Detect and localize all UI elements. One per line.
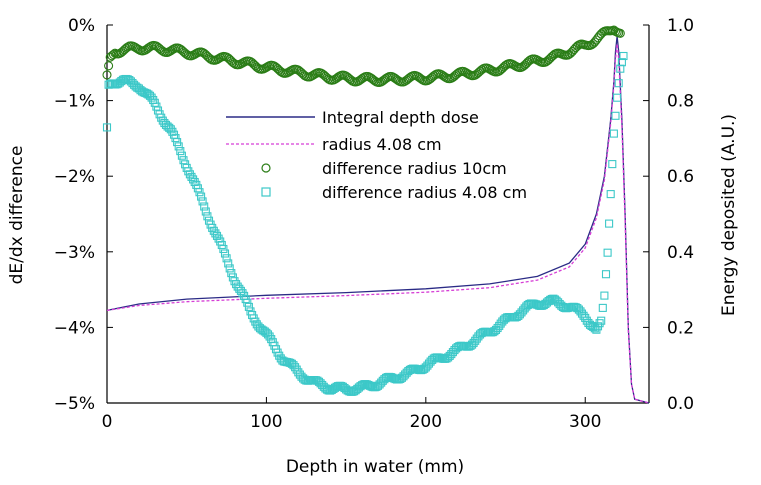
marker-difference-radius-4-08-cm <box>198 197 207 206</box>
marker-difference-radius-4-08-cm <box>201 207 210 216</box>
marker-difference-radius-4-08-cm <box>197 192 206 201</box>
marker-difference-radius-4-08-cm <box>595 319 604 328</box>
marker-difference-radius-4-08-cm <box>603 248 612 257</box>
legend-marker-difference-radius-10 <box>261 163 271 173</box>
marker-difference-radius-10cm <box>587 40 597 50</box>
marker-difference-radius-4-08-cm <box>598 303 607 312</box>
y-right-tick-label: 0.4 <box>667 243 694 263</box>
marker-difference-radius-4-08-cm <box>200 202 209 211</box>
marker-difference-radius-4-08-cm <box>608 160 617 169</box>
y-axis-left-label: dE/dx difference <box>7 146 27 285</box>
y-right-tick-label: 1.0 <box>667 16 694 36</box>
marker-difference-radius-4-08-cm <box>222 254 231 263</box>
marker-difference-radius-4-08-cm <box>219 244 228 254</box>
marker-difference-radius-4-08-cm <box>174 142 183 151</box>
series-layer <box>102 25 650 404</box>
y-left-tick-label: −4% <box>54 318 95 338</box>
marker-difference-radius-4-08-cm <box>220 249 230 258</box>
marker-difference-radius-4-08-cm <box>617 58 626 67</box>
plot-axes <box>106 24 650 404</box>
legend-label-difference-radius-4-08: difference radius 4.08 cm <box>322 183 527 202</box>
marker-difference-radius-4-08-cm <box>605 219 614 228</box>
marker-difference-radius-10cm <box>544 55 554 65</box>
x-tick-label: 0 <box>102 412 113 432</box>
marker-difference-radius-4-08-cm <box>614 79 623 88</box>
marker-difference-radius-10cm <box>330 74 340 84</box>
marker-difference-radius-4-08-cm <box>173 138 182 147</box>
marker-difference-radius-4-08-cm <box>225 264 234 273</box>
series-line-integral-depth-dose <box>106 36 650 404</box>
legend-marker-difference-radius-4-08 <box>261 187 271 197</box>
marker-difference-radius-10cm <box>223 53 233 63</box>
marker-difference-radius-10cm <box>520 60 530 70</box>
marker-difference-radius-4-08-cm <box>176 147 185 156</box>
marker-difference-radius-10cm <box>199 48 209 58</box>
legend: Integral depth dose radius 4.08 cm diffe… <box>226 108 527 202</box>
marker-difference-radius-4-08-cm <box>601 270 611 279</box>
marker-difference-radius-4-08-cm <box>613 93 622 102</box>
series-line-radius-4-08-cm <box>106 43 650 404</box>
marker-difference-radius-10cm <box>542 56 552 66</box>
marker-difference-radius-10cm <box>496 65 506 75</box>
tick-label-layer: 0 100 200 300 0% −1% −2% −3% −4% −5% 1.0 0.8 0.6 0.4 0… <box>54 16 694 432</box>
series-markers-difference-radius-4-08-cm <box>102 51 628 396</box>
legend-label-difference-radius-10: difference radius 10cm <box>322 159 507 178</box>
y-axis-right-label: Energy deposited (A.U.) <box>719 114 739 316</box>
marker-difference-radius-4-08-cm <box>179 156 188 165</box>
marker-difference-radius-10cm <box>102 70 112 80</box>
marker-difference-radius-4-08-cm <box>609 129 618 138</box>
legend-label-integral-depth-dose: Integral depth dose <box>322 108 479 127</box>
marker-difference-radius-4-08-cm <box>597 316 606 325</box>
marker-difference-radius-10cm <box>104 61 114 71</box>
marker-difference-radius-4-08-cm <box>227 269 236 278</box>
y-right-tick-label: 0.6 <box>667 167 694 187</box>
marker-difference-radius-4-08-cm <box>102 123 112 132</box>
y-left-tick-label: 0% <box>68 16 95 36</box>
marker-difference-radius-10cm <box>564 49 574 59</box>
marker-difference-radius-10cm <box>413 71 423 82</box>
marker-difference-radius-4-08-cm <box>243 298 252 307</box>
marker-difference-radius-10cm <box>140 45 150 55</box>
marker-difference-radius-4-08-cm <box>611 111 620 120</box>
legend-label-radius-4-08: radius 4.08 cm <box>322 135 442 154</box>
y-right-tick-label: 0.8 <box>667 92 694 112</box>
marker-difference-radius-4-08-cm <box>619 51 628 61</box>
marker-difference-radius-4-08-cm <box>224 259 233 268</box>
marker-difference-radius-10cm <box>615 28 625 38</box>
marker-difference-radius-4-08-cm <box>195 188 204 197</box>
y-left-tick-label: −2% <box>54 167 95 187</box>
series-markers-difference-radius-10cm <box>102 25 625 87</box>
marker-difference-radius-4-08-cm <box>177 151 186 160</box>
x-tick-label: 300 <box>569 412 601 432</box>
marker-difference-radius-4-08-cm <box>203 212 212 221</box>
y-right-tick-label: 0.0 <box>667 394 694 414</box>
y-right-tick-label: 0.2 <box>667 318 694 338</box>
x-tick-label: 100 <box>250 412 282 432</box>
marker-difference-radius-4-08-cm <box>606 190 615 199</box>
y-left-tick-label: −1% <box>54 92 95 112</box>
x-tick-label: 200 <box>410 412 442 432</box>
y-left-tick-label: −3% <box>54 243 95 263</box>
marker-difference-radius-10cm <box>247 58 257 68</box>
x-axis-label: Depth in water (mm) <box>286 457 464 477</box>
marker-difference-radius-4-08-cm <box>600 291 609 300</box>
marker-difference-radius-4-08-cm <box>244 302 253 311</box>
marker-difference-radius-10cm <box>107 51 117 61</box>
y-left-tick-label: −5% <box>54 394 95 414</box>
